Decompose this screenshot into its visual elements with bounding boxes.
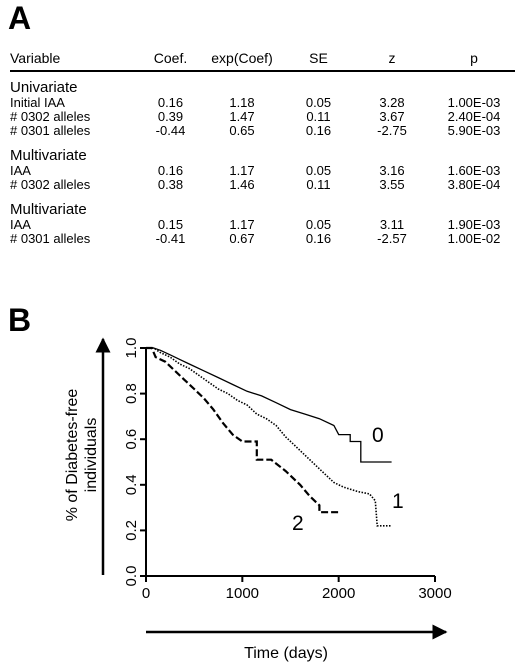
cell-se: 0.05 — [305, 95, 332, 110]
y-tick-label: 0.2 — [123, 520, 140, 541]
cell-exp-coef: 1.18 — [229, 95, 255, 110]
cell-variable: Initial IAA — [10, 95, 65, 110]
cell-se: 0.16 — [305, 123, 332, 138]
curve-label-2: 2 — [292, 512, 304, 535]
cell-se: 0.11 — [306, 109, 331, 124]
cell-se: 0.05 — [305, 163, 332, 178]
cell-variable: # 0301 alleles — [10, 123, 91, 138]
cell-p: 5.90E-03 — [447, 123, 501, 138]
cell-coef: -0.44 — [155, 123, 186, 138]
column-header-se: SE — [286, 50, 351, 72]
y-axis-title-line-2: individuals — [83, 418, 100, 493]
cell-exp-coef: 1.47 — [229, 109, 255, 124]
column-header-coef: Coef. — [143, 50, 198, 72]
cox-regression-table: Variable Coef. exp(Coef) SE z p Univaria… — [10, 50, 515, 246]
x-tick-label: 2000 — [322, 585, 355, 602]
cell-variable: # 0301 alleles — [10, 231, 91, 246]
cell-se: 0.05 — [305, 217, 332, 232]
table-group-row: Multivariate — [10, 138, 515, 164]
cell-z: 3.55 — [379, 177, 405, 192]
curve-label-0: 0 — [372, 424, 384, 447]
cell-variable: # 0302 alleles — [10, 177, 91, 192]
cell-p: 1.90E-03 — [447, 217, 501, 232]
table-row: # 0301 alleles -0.44 0.65 0.16 -2.75 5.90E-03 — [10, 124, 515, 138]
cell-exp-coef: 0.65 — [229, 123, 255, 138]
cell-coef: 0.16 — [157, 163, 184, 178]
y-tick-label: 0.4 — [123, 474, 140, 495]
cell-coef: 0.38 — [157, 177, 184, 192]
cell-p: 1.00E-03 — [447, 95, 501, 110]
group-title: Multivariate — [10, 147, 87, 164]
y-tick-label: 0.6 — [123, 429, 140, 450]
column-header-variable: Variable — [10, 50, 143, 72]
x-tick-label: 0 — [142, 585, 150, 602]
cell-se: 0.16 — [305, 231, 332, 246]
y-tick-label: 0.0 — [123, 566, 140, 587]
table-row: # 0302 alleles 0.39 1.47 0.11 3.67 2.40E-04 — [10, 110, 515, 124]
x-axis-title: Time (days) — [244, 645, 328, 662]
survival-curve-0 — [146, 347, 392, 463]
table-row: IAA 0.15 1.17 0.05 3.11 1.90E-03 — [10, 218, 515, 232]
cell-se: 0.11 — [306, 177, 331, 192]
table-row: # 0302 alleles 0.38 1.46 0.11 3.55 3.80E-04 — [10, 178, 515, 192]
x-tick-label: 1000 — [226, 585, 259, 602]
cell-z: -2.57 — [377, 231, 407, 246]
x-tick-label: 3000 — [418, 585, 451, 602]
cell-coef: 0.16 — [157, 95, 184, 110]
cell-exp-coef: 1.46 — [229, 177, 255, 192]
cell-exp-coef: 1.17 — [229, 163, 255, 178]
table-header-row: Variable Coef. exp(Coef) SE z p — [10, 50, 515, 72]
cell-z: -2.75 — [377, 123, 407, 138]
cell-z: 3.16 — [379, 163, 405, 178]
cell-z: 3.67 — [379, 109, 405, 124]
group-title: Univariate — [10, 79, 78, 96]
cell-variable: IAA — [10, 217, 31, 232]
cell-coef: -0.41 — [155, 231, 186, 246]
cell-exp-coef: 1.17 — [229, 217, 255, 232]
cell-variable: # 0302 alleles — [10, 109, 91, 124]
cell-coef: 0.15 — [157, 217, 184, 232]
cell-variable: IAA — [10, 163, 31, 178]
cell-p: 2.40E-04 — [447, 109, 501, 124]
table-row: # 0301 alleles -0.41 0.67 0.16 -2.57 1.00E-02 — [10, 232, 515, 246]
cell-z: 3.28 — [379, 95, 405, 110]
column-header-exp-coef: exp(Coef) — [198, 50, 286, 72]
y-tick-label: 0.8 — [123, 383, 140, 404]
survival-chart: 0.0 0.2 0.4 0.6 0.8 1.0 0 1000 2000 3000 % of Diab… — [64, 337, 452, 662]
cell-p: 1.00E-02 — [447, 231, 501, 246]
column-header-z: z — [351, 50, 433, 72]
curve-label-1: 1 — [392, 490, 404, 513]
cell-p: 3.80E-04 — [447, 177, 501, 192]
group-title: Multivariate — [10, 201, 87, 218]
cell-exp-coef: 0.67 — [229, 231, 255, 246]
panel-a-label: A — [8, 0, 32, 36]
cell-p: 1.60E-03 — [447, 163, 501, 178]
cell-coef: 0.39 — [157, 109, 184, 124]
table-row: IAA 0.16 1.17 0.05 3.16 1.60E-03 — [10, 164, 515, 178]
table-group-row: Univariate — [10, 71, 515, 96]
survival-curve-2 — [146, 346, 339, 514]
cell-z: 3.11 — [379, 217, 405, 232]
y-axis-title-line-1: % of Diabetes-free — [64, 389, 81, 522]
table-row: Initial IAA 0.16 1.18 0.05 3.28 1.00E-03 — [10, 96, 515, 110]
column-header-p: p — [433, 50, 515, 72]
panel-b-label: B — [8, 302, 32, 338]
table-group-row: Multivariate — [10, 192, 515, 218]
y-tick-label: 1.0 — [123, 338, 140, 359]
survival-curve-1 — [146, 347, 392, 527]
